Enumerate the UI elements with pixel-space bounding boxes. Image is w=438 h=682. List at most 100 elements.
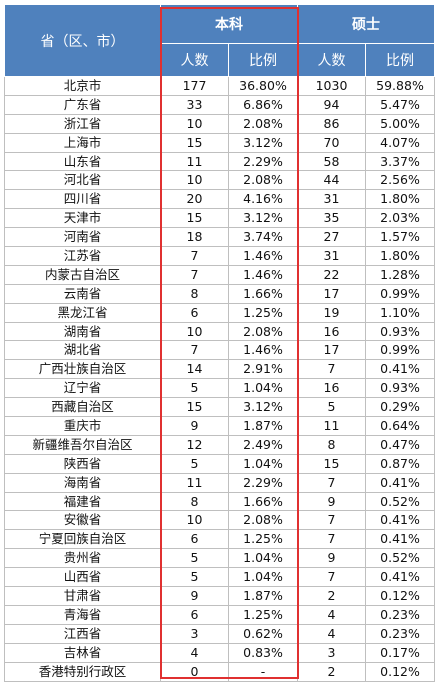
undergrad-ratio-cell: - [228,661,298,682]
table-row: 辽宁省 5 1.04% 16 0.93% [4,378,435,399]
table-row: 河北省 10 2.08% 44 2.56% [4,170,435,191]
undergrad-count-cell: 7 [160,340,229,361]
master-count-cell: 17 [297,340,366,361]
undergrad-count-cell: 5 [160,567,229,588]
region-cell: 北京市 [4,76,161,96]
region-cell: 黑龙江省 [4,302,161,323]
region-cell: 湖北省 [4,340,161,361]
master-count-cell: 7 [297,359,366,380]
master-count-cell: 7 [297,529,366,550]
undergrad-count-cell: 15 [160,397,229,418]
table-row: 新疆维吾尔自治区 12 2.49% 8 0.47% [4,434,435,455]
table-row: 江西省 3 0.62% 4 0.23% [4,623,435,644]
master-count-cell: 9 [297,491,366,512]
table-row: 重庆市 9 1.87% 11 0.64% [4,416,435,436]
undergrad-ratio-cell: 2.08% [228,510,298,531]
undergrad-ratio-cell: 2.29% [228,472,298,493]
undergrad-count-cell: 7 [160,246,229,266]
table-row: 贵州省 5 1.04% 9 0.52% [4,548,435,569]
master-ratio-cell: 0.52% [365,491,435,512]
table-row: 香港特别行政区 0-2 0.12% [4,661,435,682]
undergrad-ratio-cell: 2.49% [228,434,298,455]
undergrad-count-cell: 10 [160,321,229,342]
master-header: 硕士 [297,4,435,44]
undergrad-count-cell: 0 [160,661,229,682]
master-ratio-cell: 0.41% [365,529,435,550]
undergrad-count-cell: 3 [160,623,229,644]
undergrad-ratio-cell: 1.46% [228,340,298,361]
master-count-cell: 86 [297,113,366,134]
table-row: 吉林省 4 0.83% 3 0.17% [4,642,435,663]
master-ratio-cell: 0.99% [365,340,435,361]
region-cell: 内蒙古自治区 [4,264,161,285]
undergrad-count-cell: 7 [160,264,229,285]
master-count-cell: 16 [297,321,366,342]
master-count-cell: 27 [297,227,366,248]
undergrad-ratio-header: 比例 [228,43,298,77]
region-cell: 吉林省 [4,642,161,663]
master-ratio-cell: 0.23% [365,623,435,644]
master-count-cell: 2 [297,661,366,682]
undergrad-ratio-cell: 3.12% [228,208,298,229]
master-count-cell: 7 [297,510,366,531]
master-ratio-cell: 0.41% [365,472,435,493]
region-cell: 青海省 [4,604,161,625]
master-ratio-cell: 2.56% [365,170,435,191]
undergrad-ratio-cell: 1.66% [228,491,298,512]
undergrad-ratio-cell: 1.25% [228,302,298,323]
table-row: 陕西省 5 1.04% 15 0.87% [4,453,435,474]
table-row: 青海省 6 1.25% 4 0.23% [4,604,435,625]
undergrad-ratio-cell: 1.46% [228,264,298,285]
master-count-cell: 7 [297,472,366,493]
undergrad-count-cell: 6 [160,529,229,550]
region-cell: 山东省 [4,151,161,172]
region-cell: 广东省 [4,94,161,115]
table-row: 四川省 20 4.16% 31 1.80% [4,189,435,210]
table-row: 北京市 177 36.80% 1030 59.88% [4,76,435,96]
master-count-cell: 15 [297,453,366,474]
undergrad-count-cell: 5 [160,378,229,399]
table-row: 江苏省 7 1.46% 31 1.80% [4,246,435,266]
region-cell: 浙江省 [4,113,161,134]
region-cell: 山西省 [4,567,161,588]
region-cell: 广西壮族自治区 [4,359,161,380]
table-row: 福建省 8 1.66% 9 0.52% [4,491,435,512]
region-cell: 西藏自治区 [4,397,161,418]
undergrad-count-cell: 33 [160,94,229,115]
region-cell: 宁夏回族自治区 [4,529,161,550]
undergrad-ratio-cell: 1.87% [228,416,298,436]
undergrad-count-cell: 12 [160,434,229,455]
region-cell: 甘肃省 [4,586,161,606]
master-ratio-cell: 0.41% [365,359,435,380]
undergrad-count-cell: 177 [160,76,229,96]
master-count-cell: 17 [297,283,366,304]
undergrad-ratio-cell: 6.86% [228,94,298,115]
master-count-cell: 31 [297,189,366,210]
undergrad-ratio-cell: 1.04% [228,567,298,588]
table-row: 海南省 11 2.29% 7 0.41% [4,472,435,493]
table-row: 山西省 5 1.04% 7 0.41% [4,567,435,588]
master-ratio-cell: 1.28% [365,264,435,285]
undergrad-ratio-cell: 2.08% [228,113,298,134]
master-ratio-cell: 0.93% [365,321,435,342]
undergrad-ratio-cell: 2.08% [228,321,298,342]
master-count-cell: 16 [297,378,366,399]
master-count-cell: 94 [297,94,366,115]
undergrad-count-cell: 8 [160,491,229,512]
master-count-cell: 4 [297,623,366,644]
master-ratio-cell: 2.03% [365,208,435,229]
undergrad-ratio-cell: 1.04% [228,453,298,474]
undergrad-count-cell: 10 [160,170,229,191]
region-cell: 重庆市 [4,416,161,436]
table-row: 天津市 15 3.12% 35 2.03% [4,208,435,229]
undergrad-count-cell: 5 [160,548,229,569]
table-body: 北京市 177 36.80% 1030 59.88% 广东省 33 6.86% 94 5.47% 浙… [4,76,435,682]
master-ratio-cell: 0.52% [365,548,435,569]
undergrad-ratio-cell: 1.87% [228,586,298,606]
table-row: 广东省 33 6.86% 94 5.47% [4,94,435,115]
master-count-cell: 1030 [297,76,366,96]
undergrad-count-cell: 4 [160,642,229,663]
undergrad-ratio-cell: 1.04% [228,378,298,399]
table-row: 广西壮族自治区 14 2.91% 7 0.41% [4,359,435,380]
